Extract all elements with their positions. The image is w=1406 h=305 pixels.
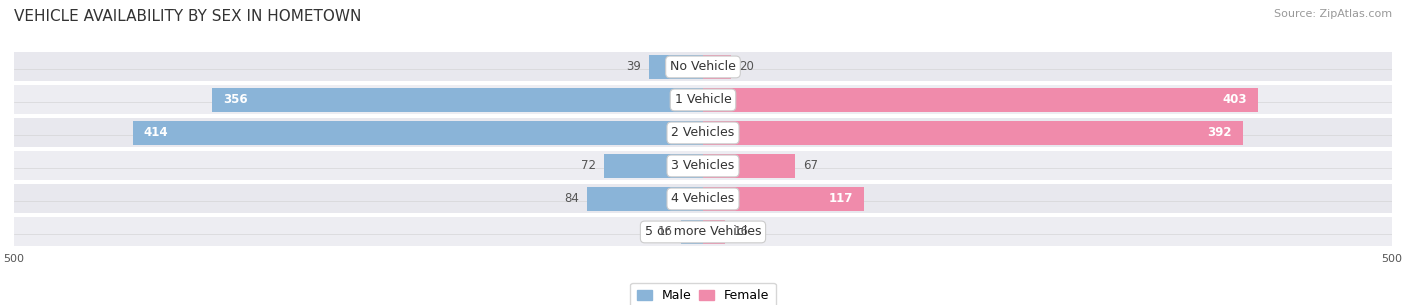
Bar — [703, 154, 796, 178]
Bar — [588, 187, 703, 211]
Text: Source: ZipAtlas.com: Source: ZipAtlas.com — [1274, 9, 1392, 19]
Bar — [650, 55, 703, 79]
Text: 1 Vehicle: 1 Vehicle — [675, 93, 731, 106]
Bar — [603, 154, 703, 178]
Text: 3 Vehicles: 3 Vehicles — [672, 160, 734, 172]
Text: 356: 356 — [224, 93, 247, 106]
Text: 72: 72 — [581, 160, 596, 172]
Bar — [703, 220, 725, 244]
Text: 403: 403 — [1223, 93, 1247, 106]
Bar — [14, 85, 1392, 114]
Text: No Vehicle: No Vehicle — [671, 60, 735, 74]
Bar — [14, 151, 1392, 181]
Bar — [703, 55, 731, 79]
Bar — [14, 185, 1392, 214]
Text: VEHICLE AVAILABILITY BY SEX IN HOMETOWN: VEHICLE AVAILABILITY BY SEX IN HOMETOWN — [14, 9, 361, 24]
Legend: Male, Female: Male, Female — [630, 283, 776, 305]
Bar — [14, 52, 1392, 81]
Text: 4 Vehicles: 4 Vehicles — [672, 192, 734, 206]
Bar — [681, 220, 703, 244]
Bar — [212, 88, 703, 112]
Text: 5 or more Vehicles: 5 or more Vehicles — [645, 225, 761, 239]
Bar — [14, 217, 1392, 246]
Bar — [132, 121, 703, 145]
Text: 117: 117 — [828, 192, 853, 206]
Bar — [703, 187, 865, 211]
Text: 392: 392 — [1208, 127, 1232, 139]
Text: 2 Vehicles: 2 Vehicles — [672, 127, 734, 139]
Bar — [703, 88, 1258, 112]
Bar — [14, 118, 1392, 148]
Bar — [703, 121, 1243, 145]
Text: 414: 414 — [143, 127, 169, 139]
Text: 20: 20 — [738, 60, 754, 74]
Text: 39: 39 — [626, 60, 641, 74]
Text: 16: 16 — [658, 225, 672, 239]
Text: 16: 16 — [734, 225, 748, 239]
Text: 67: 67 — [804, 160, 818, 172]
Text: 84: 84 — [564, 192, 579, 206]
